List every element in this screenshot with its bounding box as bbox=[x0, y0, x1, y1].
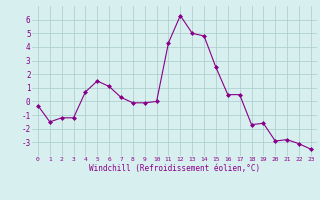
X-axis label: Windchill (Refroidissement éolien,°C): Windchill (Refroidissement éolien,°C) bbox=[89, 164, 260, 173]
